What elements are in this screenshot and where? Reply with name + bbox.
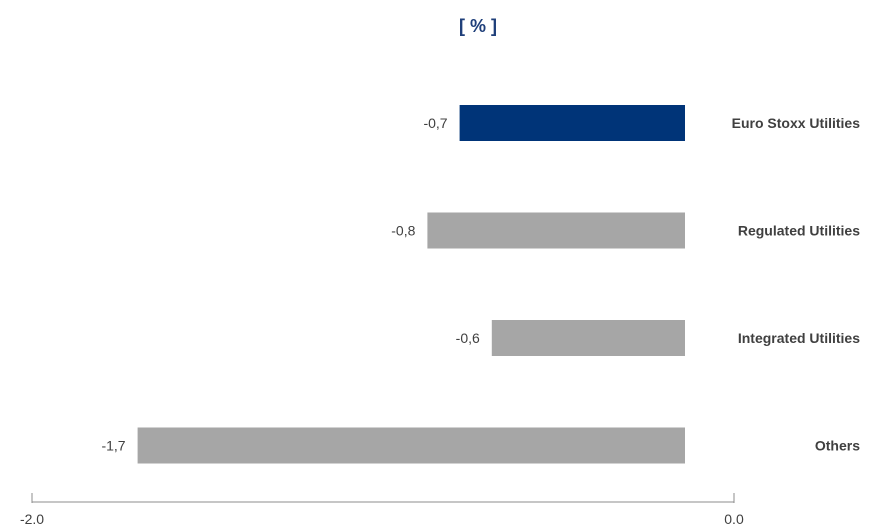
x-tick-label: 0.0 [724,511,744,527]
x-axis: -2.0 0.0 [20,493,744,527]
data-label: -1,7 [101,438,125,454]
bars-group: -0,7 Euro Stoxx Utilities -0,8 Regulated Ut… [101,105,860,464]
bar-regulated-utilities [427,212,685,249]
bar-euro-stoxx-utilities [459,105,685,141]
category-label: Regulated Utilities [738,223,860,239]
category-label: Euro Stoxx Utilities [732,115,861,131]
data-label: -0,8 [391,223,415,239]
data-label: -0,6 [456,330,480,346]
bar-integrated-utilities [491,320,685,356]
data-label: -0,7 [423,115,447,131]
category-label: Integrated Utilities [738,330,860,346]
chart-title: [ % ] [459,16,497,36]
category-label: Others [815,438,860,454]
bar-others [137,427,686,464]
x-tick-label: -2.0 [20,511,44,527]
